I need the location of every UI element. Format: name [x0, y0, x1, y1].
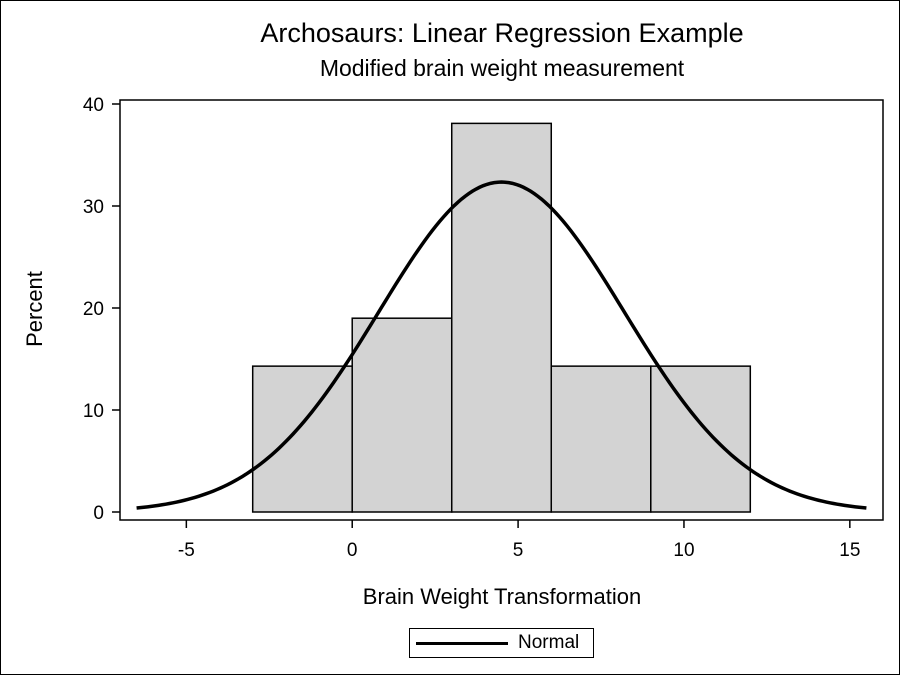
y-tick-label: 20 [83, 299, 104, 320]
histogram-bar-5 [651, 366, 751, 512]
x-tick-label: -5 [178, 540, 195, 561]
x-axis-label: Brain Weight Transformation [363, 584, 641, 609]
y-tick-label: 10 [83, 401, 104, 422]
y-tick-label: 40 [83, 95, 104, 116]
legend-label-normal: Normal [518, 632, 579, 654]
x-tick-label: 5 [513, 540, 524, 561]
chart-title: Archosaurs: Linear Regression Example [260, 18, 743, 48]
histogram-bar-1 [253, 366, 353, 512]
y-axis-label: Percent [22, 271, 47, 347]
x-tick-label: 0 [347, 540, 358, 561]
legend: Normal [409, 628, 594, 658]
y-tick-label: 30 [83, 197, 104, 218]
histogram-bar-2 [352, 318, 452, 512]
y-tick-label: 0 [93, 503, 104, 524]
histogram-bar-4 [551, 366, 651, 512]
chart-subtitle: Modified brain weight measurement [320, 55, 685, 81]
x-tick-label: 10 [673, 540, 694, 561]
legend-line-swatch [416, 642, 508, 645]
x-tick-label: 15 [839, 540, 860, 561]
